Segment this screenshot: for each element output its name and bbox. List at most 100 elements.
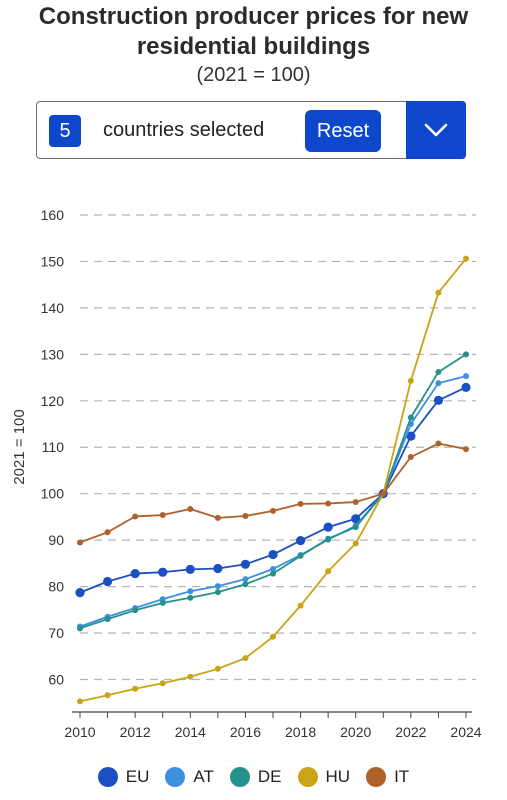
data-point[interactable] [240, 559, 251, 569]
data-point[interactable] [352, 540, 359, 547]
data-point[interactable] [297, 500, 304, 507]
data-point[interactable] [104, 616, 111, 623]
data-point[interactable] [214, 514, 221, 521]
data-point[interactable] [270, 565, 276, 572]
data-point[interactable] [323, 522, 333, 532]
y-tick-label: 150 [41, 253, 65, 269]
series-eu [75, 382, 471, 598]
data-point[interactable] [407, 377, 414, 384]
data-point[interactable] [75, 588, 85, 598]
x-tick-label: 2018 [285, 724, 316, 740]
data-point[interactable] [185, 564, 195, 575]
data-point[interactable] [406, 431, 416, 441]
data-point[interactable] [435, 368, 442, 375]
data-point[interactable] [297, 602, 304, 609]
data-point[interactable] [187, 673, 194, 680]
y-tick-label: 90 [48, 532, 64, 548]
data-point[interactable] [214, 583, 221, 590]
reset-button[interactable]: Reset [305, 110, 381, 152]
data-point[interactable] [214, 665, 221, 672]
data-point[interactable] [380, 490, 387, 497]
data-point[interactable] [463, 446, 469, 453]
legend-label: IT [394, 767, 410, 786]
country-selector[interactable]: 5 countries selected Reset [36, 101, 466, 159]
data-point[interactable] [77, 625, 83, 632]
data-point[interactable] [214, 589, 221, 596]
data-point[interactable] [407, 453, 414, 460]
y-tick-label: 80 [48, 579, 64, 595]
data-point[interactable] [352, 499, 359, 506]
data-point[interactable] [270, 507, 276, 514]
data-point[interactable] [77, 539, 83, 546]
data-point[interactable] [463, 373, 469, 380]
legend-item-de[interactable]: DE [229, 767, 282, 787]
data-point[interactable] [159, 680, 166, 687]
data-point[interactable] [102, 576, 113, 587]
dropdown-toggle-button[interactable] [406, 101, 466, 159]
data-point[interactable] [242, 581, 249, 588]
y-tick-label: 120 [41, 393, 65, 409]
data-point[interactable] [242, 576, 249, 583]
data-point[interactable] [295, 536, 306, 546]
legend: EU AT DE HU IT [0, 762, 507, 792]
data-point[interactable] [242, 512, 249, 519]
y-tick-label: 130 [41, 346, 65, 362]
data-point[interactable] [297, 552, 304, 559]
data-point[interactable] [158, 567, 168, 577]
legend-swatch [165, 767, 186, 787]
legend-item-it[interactable]: IT [366, 767, 409, 787]
data-point[interactable] [435, 289, 442, 296]
data-point[interactable] [104, 692, 111, 699]
data-point[interactable] [213, 563, 223, 574]
data-point[interactable] [187, 594, 194, 601]
y-tick-label: 140 [41, 300, 65, 316]
data-point[interactable] [132, 513, 139, 520]
data-point[interactable] [325, 500, 332, 507]
data-point[interactable] [270, 570, 276, 577]
y-tick-label: 60 [48, 671, 64, 687]
data-point[interactable] [461, 382, 471, 392]
x-tick-label: 2010 [64, 724, 95, 740]
data-point[interactable] [325, 535, 332, 542]
data-point[interactable] [104, 529, 111, 536]
legend-label: EU [125, 767, 150, 786]
data-point[interactable] [132, 685, 139, 692]
x-tick-label: 2022 [395, 724, 426, 740]
data-point[interactable] [132, 607, 139, 614]
data-point[interactable] [187, 506, 194, 513]
data-point[interactable] [435, 380, 442, 387]
data-point[interactable] [435, 440, 442, 447]
data-point[interactable] [159, 512, 166, 519]
legend-label: AT [193, 767, 214, 786]
legend-item-at[interactable]: AT [165, 767, 214, 787]
data-point[interactable] [352, 524, 359, 531]
legend-item-hu[interactable]: HU [297, 767, 350, 787]
data-point[interactable] [351, 514, 361, 524]
data-point[interactable] [463, 351, 469, 358]
legend-swatch [97, 767, 118, 787]
data-point[interactable] [187, 588, 194, 595]
data-point[interactable] [407, 414, 414, 421]
legend-item-eu[interactable]: EU [97, 767, 150, 787]
data-point[interactable] [270, 633, 276, 640]
selected-count-badge: 5 [49, 115, 81, 147]
data-point[interactable] [159, 599, 166, 606]
data-point[interactable] [77, 698, 83, 705]
y-axis-label: 2021 = 100 [11, 409, 28, 485]
x-tick-label: 2024 [450, 724, 481, 740]
data-point[interactable] [268, 549, 278, 560]
legend-label: DE [257, 767, 282, 786]
data-point[interactable] [325, 568, 332, 575]
y-tick-label: 160 [41, 207, 65, 223]
y-tick-label: 100 [41, 486, 65, 502]
chart-subtitle: (2021 = 100) [196, 64, 311, 86]
data-point[interactable] [463, 255, 469, 262]
legend-swatch [229, 767, 250, 787]
data-point[interactable] [130, 568, 140, 579]
series-de [77, 351, 469, 632]
data-point[interactable] [242, 655, 249, 662]
x-tick-label: 2020 [340, 724, 371, 740]
data-point[interactable] [433, 395, 444, 405]
x-tick-label: 2012 [120, 724, 151, 740]
selected-countries-label: countries selected [103, 119, 265, 141]
